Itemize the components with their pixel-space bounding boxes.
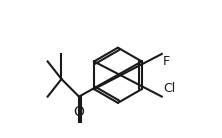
Text: Cl: Cl	[163, 82, 175, 95]
Text: O: O	[73, 105, 84, 119]
Text: F: F	[163, 55, 170, 68]
